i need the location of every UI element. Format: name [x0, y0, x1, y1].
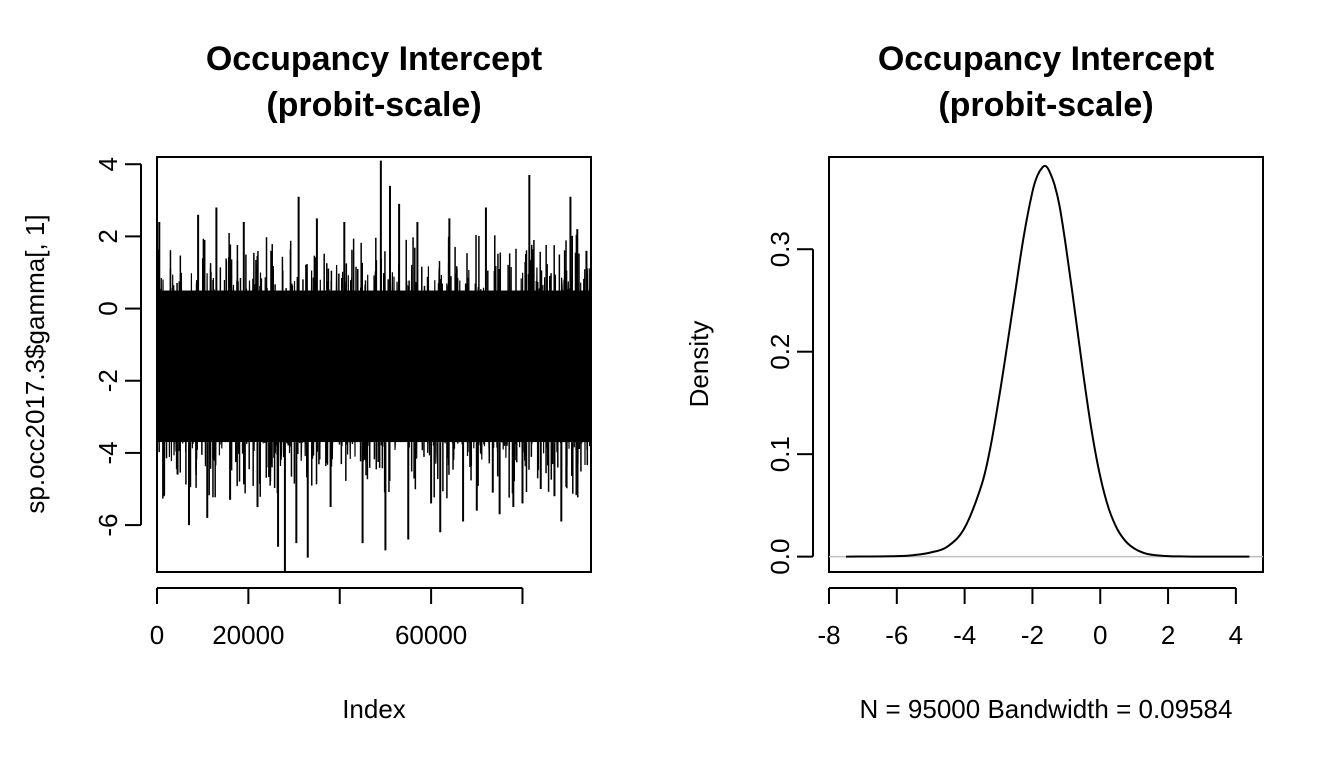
density-plot-x-tick-label: 0 [1093, 620, 1107, 650]
density-plot-y-tick-label: 0.2 [765, 334, 795, 370]
density-plot-y-tick-label: 0.3 [765, 231, 795, 267]
trace-plot-x-tick-label: 0 [150, 620, 164, 650]
density-plot-y-tick-label: 0.1 [765, 436, 795, 472]
density-plot-title-line-2: (probit-scale) [938, 86, 1153, 124]
trace-plot-y-tick-label: 0 [93, 301, 123, 315]
trace-plot-y-tick-label: 4 [93, 157, 123, 171]
trace-plot-y-axis: -6 -4 -2 0 2 4 [93, 157, 142, 537]
density-plot-y-axis-label: Density [684, 321, 714, 408]
trace-plot-marks [156, 160, 592, 572]
density-plot-y-tick-label: 0.0 [765, 539, 795, 575]
density-plot-x-tick-label: -4 [953, 620, 976, 650]
trace-plot-x-tick-label: 20000 [212, 620, 284, 650]
trace-plot-x-axis: 0 20000 60000 [150, 587, 524, 650]
trace-plot-y-tick-label: -4 [93, 441, 123, 464]
density-plot-title-line-1: Occupancy Intercept [878, 40, 1214, 78]
trace-plot-y-axis-label: sp.occ2017.3$gamma[, 1] [20, 214, 50, 513]
density-plot-y-axis: 0.0 0.1 0.2 0.3 [765, 231, 814, 575]
density-plot-x-tick-label: -6 [885, 620, 908, 650]
trace-plot-y-tick-label: 2 [93, 229, 123, 243]
density-plot-x-axis: -8 -6 -4 -2 0 2 4 [817, 587, 1243, 650]
trace-plot-title-line-2: (probit-scale) [266, 86, 481, 124]
density-plot-x-axis-label: N = 95000 Bandwidth = 0.09584 [860, 694, 1233, 724]
density-plot-panel: Occupancy Intercept (probit-scale) -8 -6-… [684, 40, 1264, 724]
trace-plot-title-line-1: Occupancy Intercept [206, 40, 542, 78]
density-plot-box [828, 156, 1264, 573]
trace-plot-y-tick-label: -2 [93, 369, 123, 392]
density-plot-x-tick-label: -2 [1021, 620, 1044, 650]
trace-plot-y-tick-label: -6 [93, 514, 123, 537]
density-plot-marks [829, 164, 1263, 558]
density-plot-x-tick-label: 4 [1229, 620, 1243, 650]
trace-plot-panel: Occupancy Intercept (probit-scale) 0 2000… [20, 40, 592, 724]
trace-plot-series-line [156, 259, 592, 468]
trace-plot-x-tick-label: 60000 [395, 620, 467, 650]
density-plot-x-tick-label: -8 [817, 620, 840, 650]
density-plot-x-tick-label: 2 [1161, 620, 1175, 650]
density-plot-curve [845, 164, 1250, 558]
trace-plot-x-axis-label: Index [342, 694, 406, 724]
